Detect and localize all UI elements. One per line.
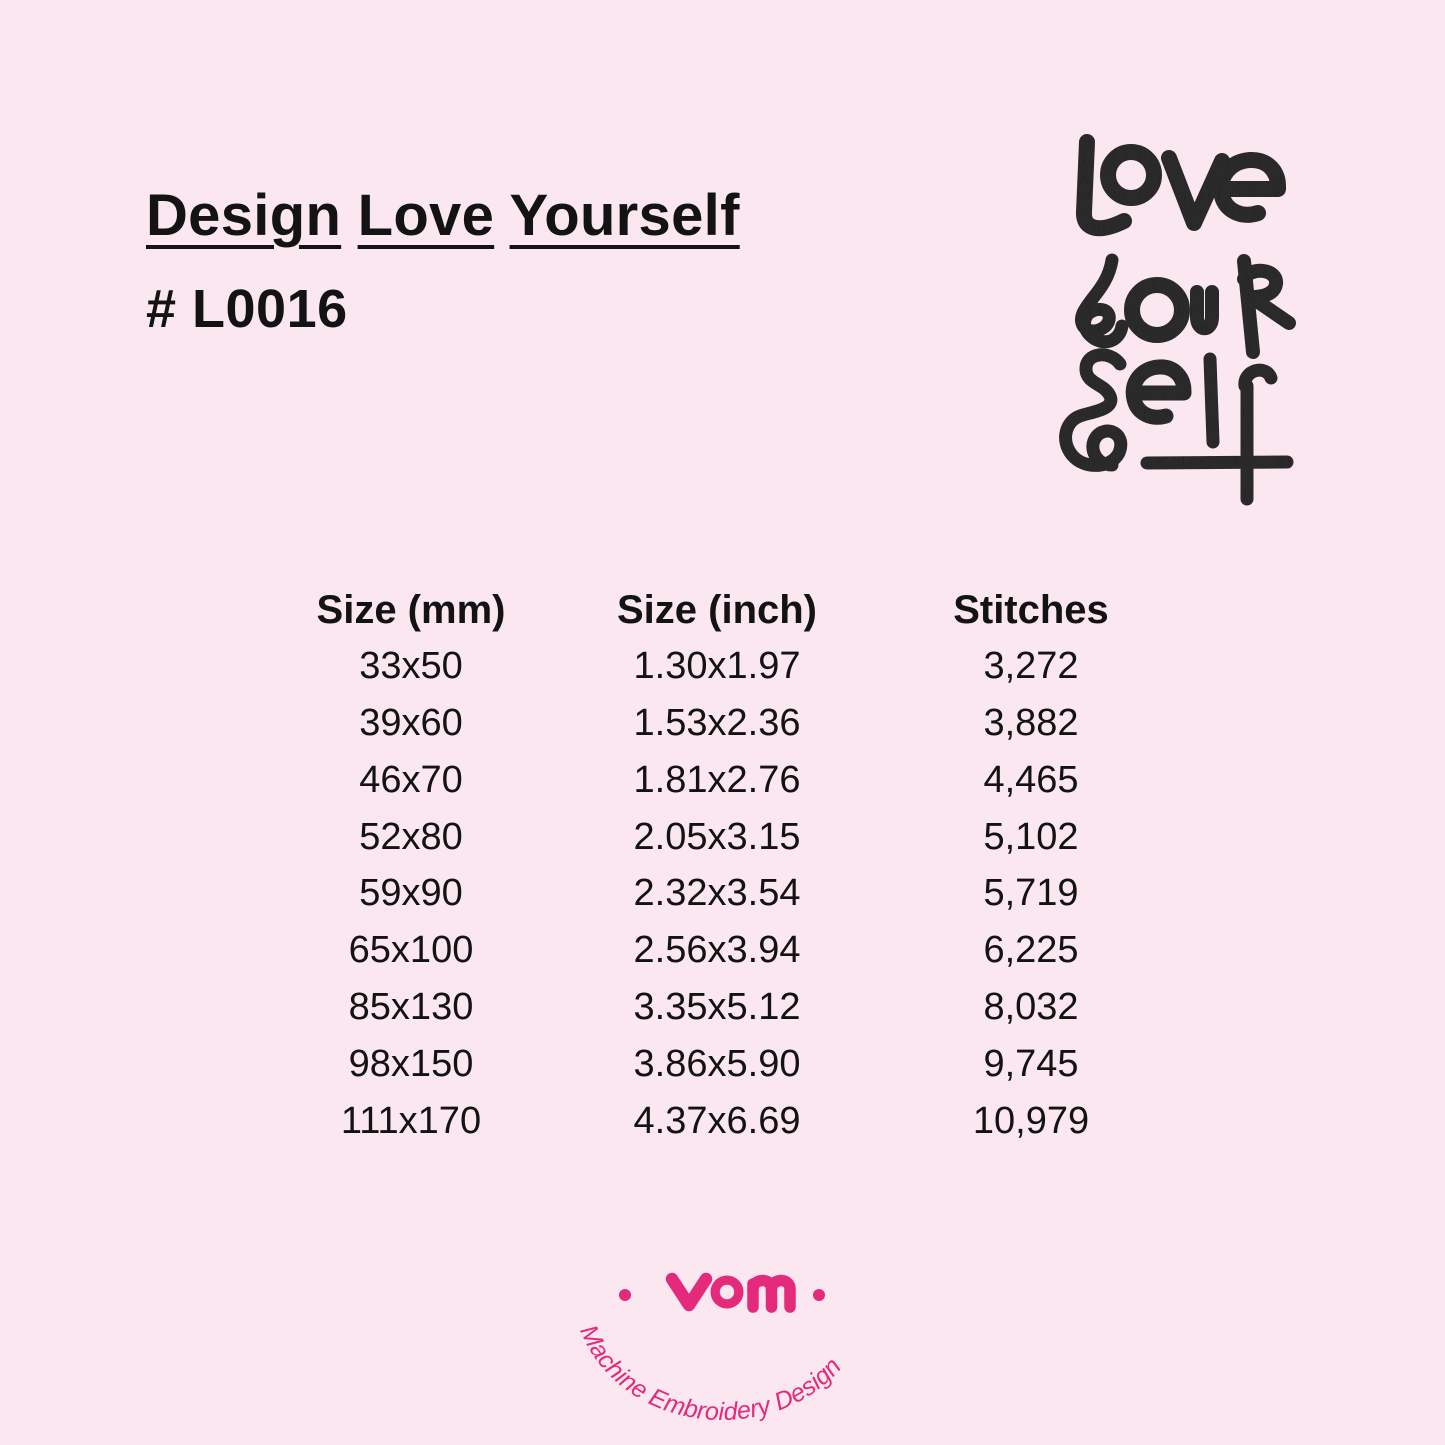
svg-text:Machine Embroidery Design: Machine Embroidery Design: [574, 1322, 846, 1426]
